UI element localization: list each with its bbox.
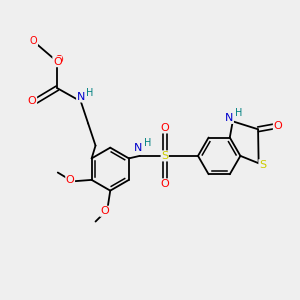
Text: O: O	[100, 206, 109, 216]
Text: O: O	[30, 36, 38, 46]
Text: H: H	[86, 88, 93, 98]
Text: O: O	[273, 121, 282, 131]
Text: N: N	[76, 92, 85, 102]
Text: O: O	[66, 175, 74, 185]
Text: O: O	[53, 57, 62, 67]
Text: O: O	[28, 96, 37, 106]
Text: H: H	[144, 138, 152, 148]
Text: S: S	[259, 160, 266, 170]
Text: S: S	[161, 151, 168, 161]
Text: O: O	[54, 55, 63, 65]
Text: N: N	[225, 113, 233, 123]
Text: H: H	[235, 107, 242, 118]
Text: O: O	[160, 179, 169, 189]
Text: O: O	[160, 123, 169, 133]
Text: N: N	[134, 142, 142, 153]
